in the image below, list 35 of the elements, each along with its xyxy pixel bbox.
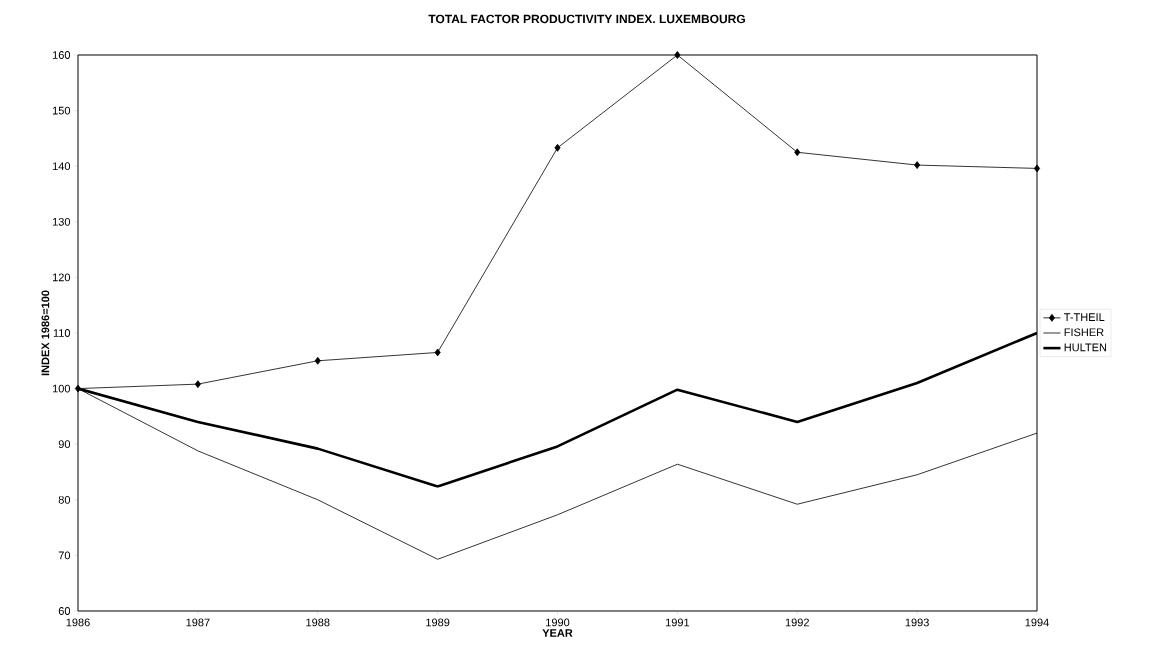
chart-title: TOTAL FACTOR PRODUCTIVITY INDEX. LUXEMBOURG: [428, 14, 745, 24]
point: [434, 348, 441, 357]
y-tick-label: 80: [58, 495, 71, 504]
legend-label: T-THEIL: [1064, 313, 1105, 321]
x-tick-label: 1989: [426, 618, 450, 627]
x-tick-label: 1992: [785, 618, 809, 627]
y-tick-label: 140: [52, 162, 71, 171]
x-tick-label: 1993: [905, 618, 929, 627]
x-tick-label: 1986: [66, 618, 90, 627]
point: [914, 161, 921, 169]
x-tick-label: 1990: [546, 618, 570, 627]
point: [674, 51, 681, 59]
y-tick-label: 130: [52, 217, 71, 226]
legend-label: FISHER: [1064, 328, 1104, 337]
x-tick-label: 1991: [665, 618, 690, 627]
x-tick-label: 1987: [186, 618, 210, 627]
y-tick-label: 100: [52, 384, 71, 393]
point: [1033, 164, 1041, 173]
x-tick-label: 1994: [1025, 618, 1049, 627]
point: [194, 380, 201, 389]
point: [794, 148, 801, 157]
y-tick-label: 90: [58, 440, 71, 449]
y-tick-label: 120: [52, 273, 71, 282]
y-tick-label: 160: [52, 51, 71, 59]
y-tick-label: 60: [58, 607, 71, 615]
x-axis-title: YEAR: [542, 629, 573, 637]
y-tick-label: 110: [53, 329, 71, 337]
legend-label: HULTEN: [1064, 343, 1107, 352]
y-tick-label: 70: [58, 551, 71, 560]
y-tick-label: 150: [52, 106, 71, 115]
x-tick-label: 1988: [306, 618, 330, 627]
y-axis-title: INDEX 1986=100: [41, 290, 50, 376]
point: [554, 143, 561, 152]
point: [74, 384, 82, 393]
point: [314, 356, 321, 365]
